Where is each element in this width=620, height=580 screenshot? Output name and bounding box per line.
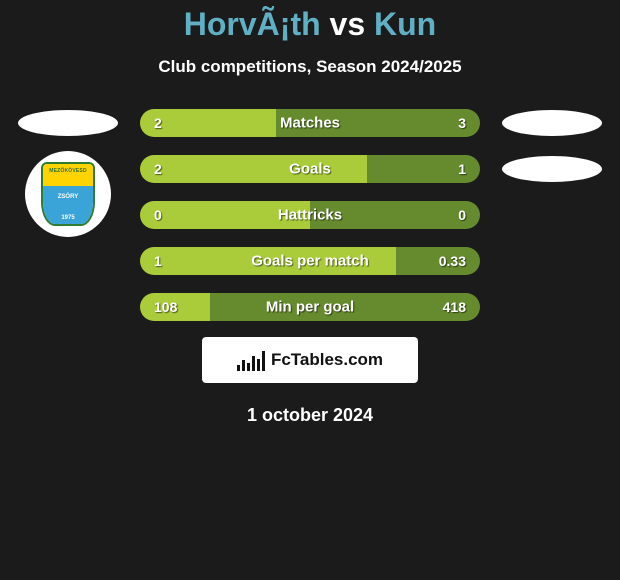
left-slot — [18, 245, 118, 277]
left-slot — [18, 199, 118, 231]
player-right-club-badge — [502, 156, 602, 182]
stat-label: Goals per match — [251, 253, 369, 270]
stat-label: Goals — [289, 161, 331, 178]
stat-value-left: 2 — [154, 115, 162, 131]
stat-value-right: 0 — [458, 207, 466, 223]
stat-value-left: 108 — [154, 299, 177, 315]
stat-bar-left-fill — [140, 155, 367, 183]
left-slot — [18, 291, 118, 323]
stat-bar: Hattricks 0 0 — [140, 201, 480, 229]
stat-label: Min per goal — [266, 299, 354, 316]
right-slot — [502, 199, 602, 231]
stat-bar: Goals 2 1 — [140, 155, 480, 183]
right-slot — [502, 153, 602, 185]
brand-text: FcTables.com — [271, 350, 383, 370]
subtitle: Club competitions, Season 2024/2025 — [0, 57, 620, 77]
date-text: 1 october 2024 — [0, 405, 620, 426]
left-slot — [18, 107, 118, 139]
player-right-avatar — [502, 110, 602, 136]
stat-value-right: 418 — [443, 299, 466, 315]
stat-value-right: 0.33 — [439, 253, 466, 269]
stat-value-left: 0 — [154, 207, 162, 223]
stat-bar: Goals per match 1 0.33 — [140, 247, 480, 275]
stat-row: MEZŐKÖVESDZSÓRY1975 Goals 2 1 — [0, 153, 620, 185]
title-vs: vs — [330, 6, 366, 42]
stat-bar: Matches 2 3 — [140, 109, 480, 137]
title-right: Kun — [374, 6, 436, 42]
stat-label: Matches — [280, 115, 340, 132]
stat-row: Hattricks 0 0 — [0, 199, 620, 231]
page-title: HorvÃ¡th vs Kun — [0, 6, 620, 43]
stat-row: Matches 2 3 — [0, 107, 620, 139]
title-left: HorvÃ¡th — [184, 6, 321, 42]
stat-bar: Min per goal 108 418 — [140, 293, 480, 321]
right-slot — [502, 291, 602, 323]
chart-icon — [237, 349, 265, 371]
stat-row: Goals per match 1 0.33 — [0, 245, 620, 277]
player-left-avatar — [18, 110, 118, 136]
stat-row: Min per goal 108 418 — [0, 291, 620, 323]
left-slot: MEZŐKÖVESDZSÓRY1975 — [18, 153, 118, 185]
right-slot — [502, 107, 602, 139]
stat-value-left: 1 — [154, 253, 162, 269]
right-slot — [502, 245, 602, 277]
stat-value-right: 1 — [458, 161, 466, 177]
stat-value-left: 2 — [154, 161, 162, 177]
stat-value-right: 3 — [458, 115, 466, 131]
brand-logo[interactable]: FcTables.com — [202, 337, 418, 383]
crest-text-top: MEZŐKÖVESD — [43, 168, 93, 174]
stat-label: Hattricks — [278, 207, 342, 224]
